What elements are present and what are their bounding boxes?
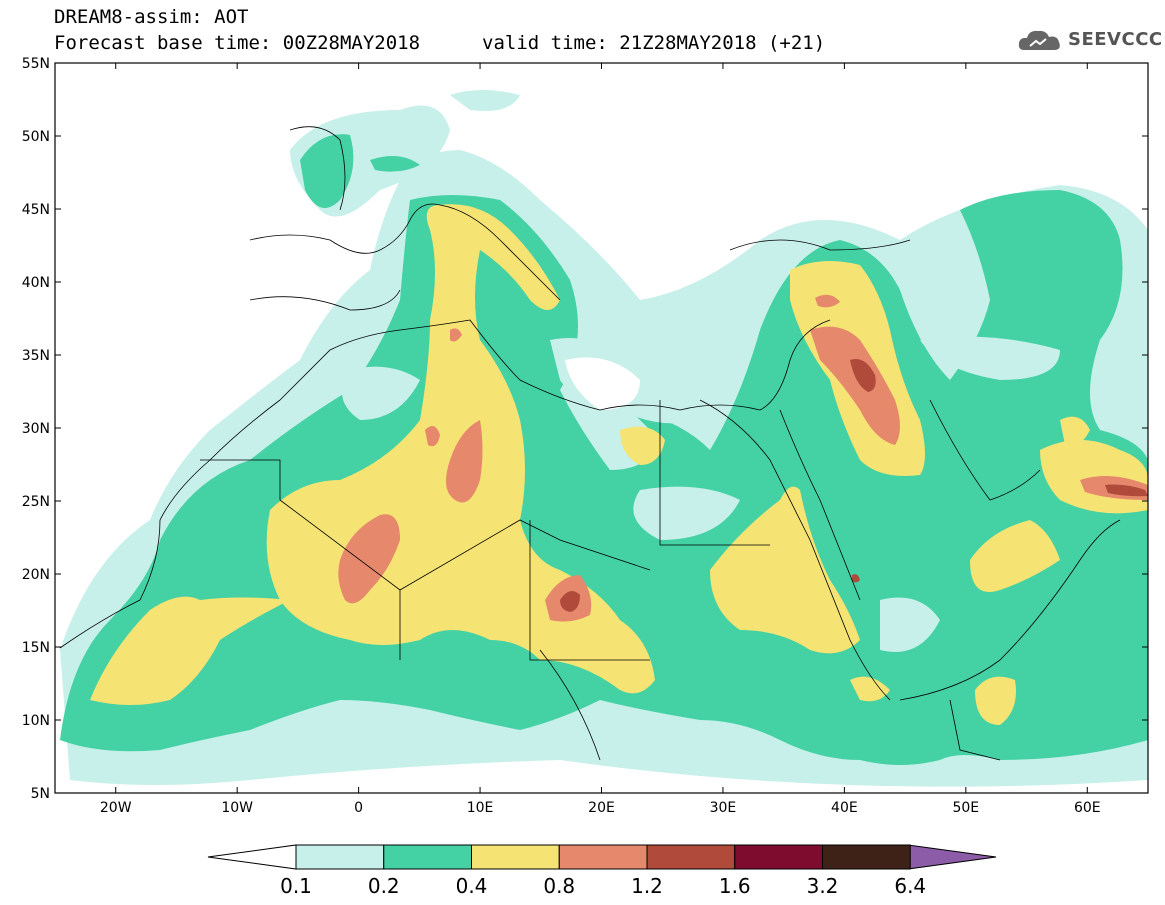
colorbar-label: 0.8 — [543, 874, 575, 898]
aot-field — [55, 63, 1148, 793]
lon-label: 20E — [588, 800, 615, 816]
colorbar-low-triangle — [207, 844, 297, 870]
colorbar-label: 3.2 — [807, 874, 839, 898]
colorbar-label: 1.6 — [719, 874, 751, 898]
colorbar-label: 0.4 — [456, 874, 488, 898]
lat-label: 5N — [31, 786, 50, 802]
lat-label: 55N — [22, 56, 50, 72]
logo-text: SEEVCCC — [1068, 29, 1163, 50]
longitude-axis: 20W 10W 0 10E 20E 30E 40E 50E 60E — [100, 63, 1101, 816]
lon-label: 0 — [354, 800, 363, 816]
aot-contour-1.2 — [560, 359, 1148, 612]
lon-label: 10E — [467, 800, 494, 816]
lat-label: 25N — [22, 494, 50, 510]
lat-label: 15N — [22, 640, 50, 656]
colorbar-label: 0.1 — [280, 874, 312, 898]
valid-time: valid time: 21Z28MAY2018 (+21) — [482, 32, 826, 54]
lat-label: 45N — [22, 202, 50, 218]
lon-label: 20W — [100, 800, 132, 816]
lon-label: 50E — [952, 800, 979, 816]
colorbar-label: 6.4 — [894, 874, 926, 898]
lon-label: 60E — [1074, 800, 1101, 816]
cloud-icon — [1018, 30, 1060, 50]
colorbar-high-triangle — [907, 844, 997, 870]
colorbar-label: 1.2 — [631, 874, 663, 898]
forecast-base-time: Forecast base time: 00Z28MAY2018 — [54, 32, 421, 54]
lon-label: 40E — [831, 800, 858, 816]
aot-contour-0.8 — [338, 294, 1148, 622]
title-line-1: DREAM8-assim: AOT — [54, 6, 249, 28]
lat-label: 50N — [22, 129, 50, 145]
colorbar-box — [295, 844, 385, 870]
lat-label: 40N — [22, 275, 50, 291]
colorbar-box — [646, 844, 736, 870]
lat-label: 10N — [22, 713, 50, 729]
colorbar-box — [822, 844, 911, 870]
lat-label: 35N — [22, 348, 50, 364]
colorbar-box — [734, 844, 823, 870]
lon-label: 30E — [710, 800, 737, 816]
lon-label: 10W — [221, 800, 253, 816]
aot-clear-holes — [565, 357, 640, 410]
lat-label: 30N — [22, 421, 50, 437]
coastlines — [59, 126, 1121, 761]
colorbar-box — [558, 844, 648, 870]
colorbar-box — [471, 844, 560, 870]
colorbar: 0.1 0.2 0.4 0.8 1.2 1.6 3.2 6.4 — [207, 844, 997, 898]
lat-label: 20N — [22, 567, 50, 583]
latitude-axis: 55N 50N 45N 40N 35N 30N 25N 20N 15N 10N 5N — [22, 56, 1148, 802]
seevccc-logo: SEEVCCC — [1016, 26, 1162, 56]
colorbar-label: 0.2 — [368, 874, 400, 898]
colorbar-box — [383, 844, 472, 870]
